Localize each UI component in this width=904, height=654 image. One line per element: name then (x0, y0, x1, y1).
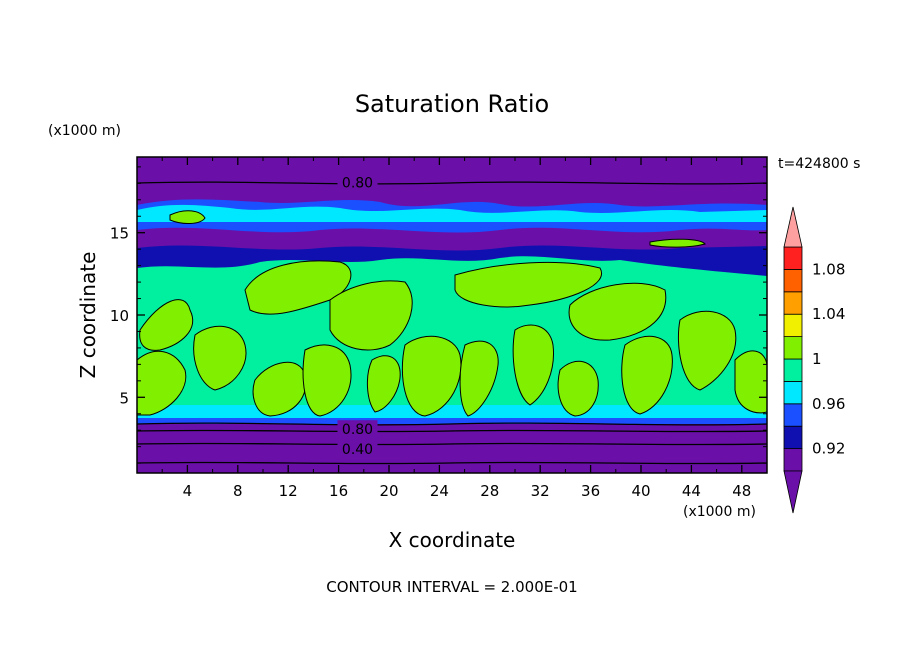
colorbar-tick-label: 0.92 (812, 440, 845, 458)
contour-line (137, 461, 767, 465)
y-tick-label: 10 (110, 307, 129, 325)
patch (302, 344, 352, 417)
x-tick-label: 4 (183, 482, 193, 500)
y-axis-unit: (x1000 m) (48, 123, 121, 139)
x-tick-label: 44 (682, 482, 701, 500)
patch (621, 335, 673, 415)
x-tick-label: 32 (531, 482, 550, 500)
colorbar-segment (783, 448, 803, 472)
patch (252, 361, 307, 417)
contour-field (137, 157, 767, 473)
colorbar-segment (783, 268, 803, 293)
patch (557, 360, 599, 417)
time-label: t=424800 s (778, 156, 860, 172)
contour-interval-note: CONTOUR INTERVAL = 2.000E-01 (326, 578, 577, 596)
colorbar-tick-label: 0.96 (812, 395, 845, 413)
patch (677, 310, 737, 391)
colorbar-segment (783, 380, 803, 405)
contour-label-bg (337, 420, 378, 437)
x-tick-label: 24 (430, 482, 449, 500)
contour-label: 0.40 (342, 442, 373, 458)
colorbar-segment (783, 246, 803, 270)
patch (139, 299, 194, 351)
y-tick-label: 15 (110, 225, 129, 243)
x-tick-label: 8 (233, 482, 243, 500)
lower-dry-layer (137, 424, 767, 473)
x-tick-label: 28 (480, 482, 499, 500)
chart-title: Saturation Ratio (355, 90, 549, 118)
x-axis-ticks: 4 8 12 16 20 24 28 32 36 40 44 48 (161, 157, 751, 500)
colorbar-tick-label: 1.08 (812, 260, 845, 278)
contour-label-bg (337, 439, 378, 456)
contour-label-bg (337, 173, 378, 190)
colorbar-segment (783, 291, 803, 315)
colorbar-tick-label: 1.04 (812, 305, 845, 323)
x-tick-label: 48 (732, 482, 751, 500)
patch (193, 325, 247, 391)
patch (244, 260, 352, 315)
x-tick-label: 20 (379, 482, 398, 500)
x-tick-label: 16 (329, 482, 348, 500)
colorbar-over-arrow (783, 206, 803, 248)
contour-labels: 0.80 0.80 0.40 (337, 173, 378, 458)
contour-line (137, 429, 767, 433)
patch (137, 350, 187, 416)
patch (329, 280, 413, 351)
colorbar: 0.92 0.96 1 1.04 1.08 (783, 206, 845, 514)
upper-patches (169, 210, 706, 248)
colorbar-segment (783, 358, 803, 382)
colorbar-tick-label: 1 (812, 350, 822, 368)
contour-line (137, 181, 767, 185)
contour-label: 0.80 (342, 175, 373, 191)
contour-label: 0.80 (342, 422, 373, 438)
patch (734, 350, 767, 414)
x-tick-label: 40 (631, 482, 650, 500)
y-axis-label: Z coordinate (76, 252, 100, 379)
patch (459, 340, 499, 417)
patch (454, 261, 603, 308)
supersaturated-patches (137, 260, 767, 417)
x-tick-label: 36 (581, 482, 600, 500)
cloud-edge-light (137, 405, 767, 422)
x-tick-label: 12 (279, 482, 298, 500)
contour-line (137, 442, 767, 446)
colorbar-segment (783, 403, 803, 427)
patch (649, 238, 706, 248)
upper-moist-band-light (137, 204, 767, 222)
contour-lines (137, 181, 767, 465)
colorbar-segment (783, 425, 803, 450)
x-axis-unit: (x1000 m) (683, 504, 756, 520)
y-tick-label: 5 (119, 389, 129, 407)
y-axis-ticks: 5 10 15 (110, 166, 767, 464)
x-axis-label: X coordinate (389, 528, 516, 552)
patch (367, 355, 401, 413)
patch (568, 282, 667, 341)
patch (169, 210, 206, 224)
contour-line (137, 422, 767, 426)
patch (401, 335, 462, 417)
colorbar-under-arrow (783, 470, 803, 514)
colorbar-segment (783, 313, 803, 338)
patch (512, 324, 554, 406)
colorbar-segment (783, 336, 803, 360)
